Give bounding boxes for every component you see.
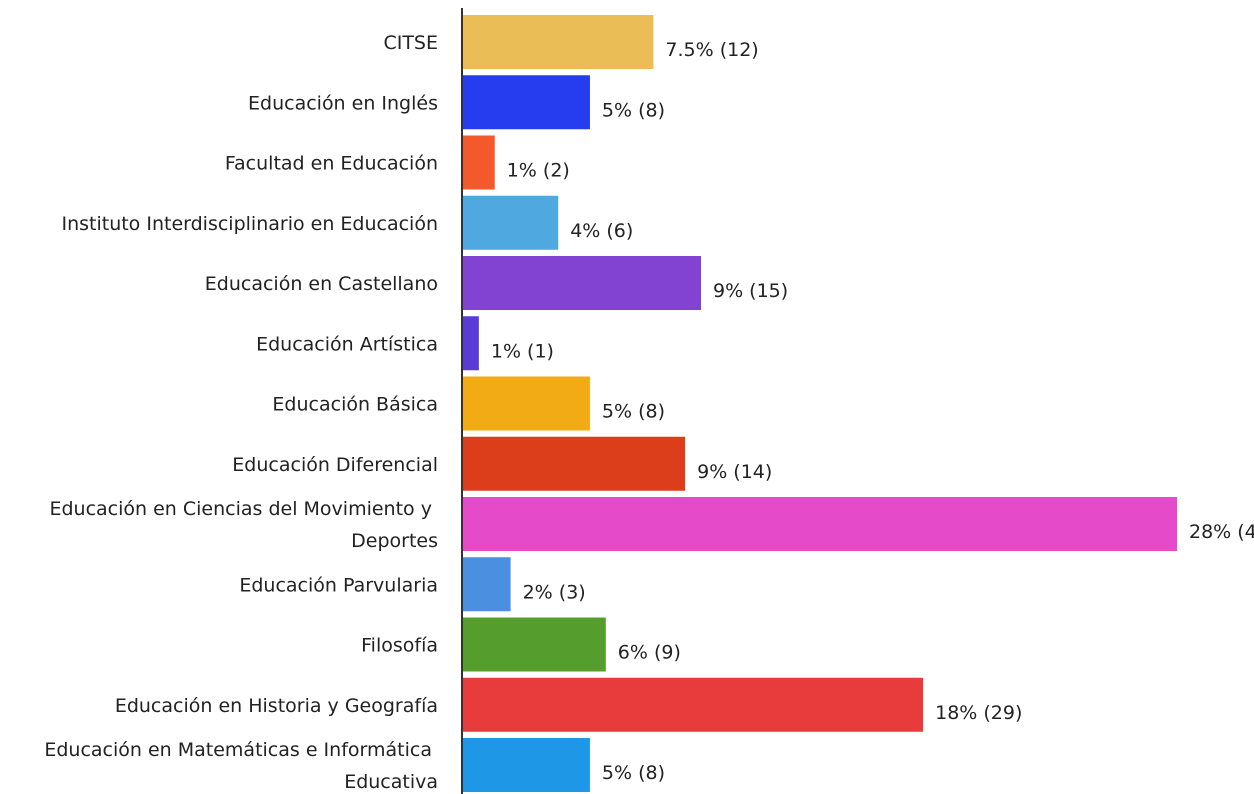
category-label: Educación en Matemáticas e Informática E… [44,739,438,793]
data-label: 2% (3) [523,581,586,603]
category-label: Educación en Inglés [248,92,438,114]
data-label: 6% (9) [618,642,681,664]
category-label: Filosofía [361,635,438,657]
data-label: 28% (45) [1189,521,1254,543]
data-label: 5% (8) [602,99,665,121]
bar [463,677,924,732]
category-label: Instituto Interdisciplinario en Educació… [61,213,438,235]
bar [463,557,511,612]
category-label: Educación en Historia y Geografía [115,695,438,717]
bar [463,617,606,672]
category-label: Educación en Ciencias del Movimiento y D… [49,498,438,552]
category-label: Educación Parvularia [239,574,438,596]
category-label: Educación Artística [256,333,438,355]
bar [463,738,590,792]
category-label: Educación Básica [272,394,438,416]
data-label: 9% (15) [713,280,788,302]
data-label: 7.5% (12) [665,39,758,61]
bar [463,195,559,250]
category-label: Facultad en Educación [225,153,438,175]
bar [463,15,654,69]
bar [463,75,590,130]
data-label: 4% (6) [570,220,633,242]
data-label: 5% (8) [602,762,665,784]
data-label: 1% (2) [507,160,570,182]
data-label: 9% (14) [697,461,772,483]
category-label: Educación en Castellano [205,273,438,295]
bar [463,436,686,491]
bar [463,135,495,190]
bar [463,376,590,431]
category-label: CITSE [383,32,438,54]
bar [463,316,479,371]
bar [463,497,1177,551]
bar [463,256,701,310]
data-label: 18% (29) [935,702,1022,724]
data-label: 5% (8) [602,401,665,423]
category-label: Educación Diferencial [232,454,438,476]
data-label: 1% (1) [491,340,554,362]
